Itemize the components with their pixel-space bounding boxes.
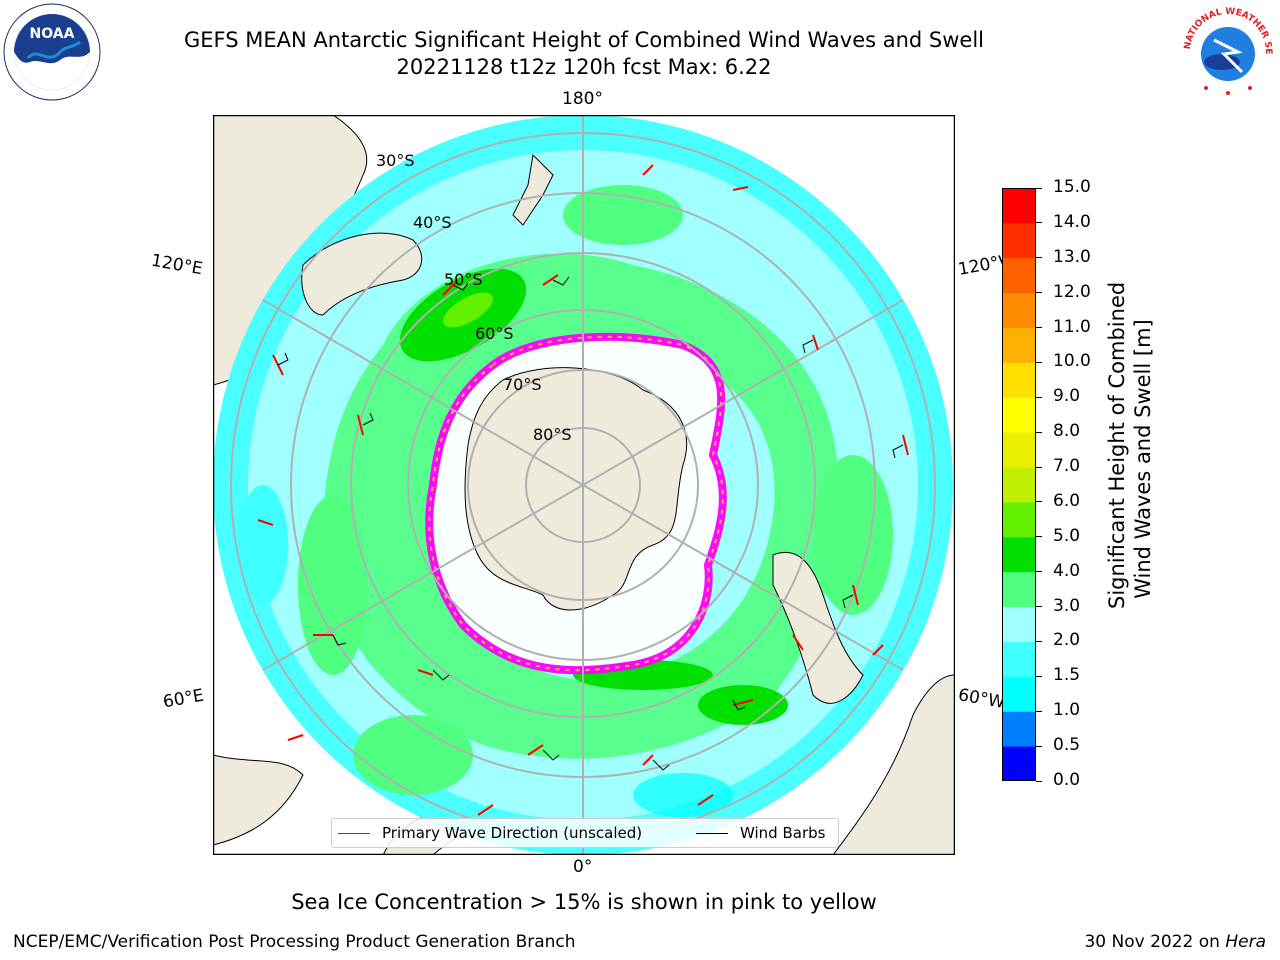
legend-label-wind-barbs: Wind Barbs xyxy=(740,824,826,842)
colorbar-tick-label: 5.0 xyxy=(1053,525,1081,546)
colorbar-tick-mark xyxy=(1036,431,1042,433)
colorbar-segment xyxy=(1002,606,1036,642)
map-legend: Primary Wave Direction (unscaled) Wind B… xyxy=(331,818,839,848)
colorbar-segment xyxy=(1002,257,1036,294)
colorbar-segment xyxy=(1002,536,1036,573)
legend-label-wave-direction: Primary Wave Direction (unscaled) xyxy=(382,824,643,842)
colorbar-title: Significant Height of Combined Wind Wave… xyxy=(1104,281,1156,609)
wind-barbs xyxy=(277,276,904,771)
legend-item-wind-barbs: Wind Barbs xyxy=(696,824,825,842)
lon-label-60w: 60°W xyxy=(956,685,1007,713)
colorbar-segment xyxy=(1002,362,1036,398)
graticule xyxy=(230,115,936,855)
noaa-logo: NOAA xyxy=(0,0,110,108)
lat-label-40s: 40°S xyxy=(413,213,452,232)
colorbar-tick-label: 10.0 xyxy=(1053,351,1091,372)
colorbar-tick-mark xyxy=(1036,536,1042,538)
colorbar-tick-mark xyxy=(1036,361,1042,363)
colorbar-tick-mark xyxy=(1036,292,1042,294)
colorbar-segment xyxy=(1002,397,1036,433)
colorbar-tick-mark xyxy=(1036,745,1042,747)
colorbar-segment xyxy=(1002,432,1036,468)
colorbar-tick-mark xyxy=(1036,327,1042,329)
credit-date: 30 Nov 2022 on Hera xyxy=(1084,932,1266,952)
colorbar-tick-label: 9.0 xyxy=(1053,386,1081,407)
colorbar-segment xyxy=(1002,711,1036,747)
legend-black-line xyxy=(696,832,728,834)
colorbar-tick-label: 0.0 xyxy=(1053,770,1081,790)
colorbar-tick-mark xyxy=(1036,222,1042,224)
colorbar-tick-label: 15.0 xyxy=(1053,177,1091,197)
colorbar-segment xyxy=(1002,571,1036,608)
colorbar-tick-mark xyxy=(1036,396,1042,398)
legend-red-line xyxy=(338,832,370,834)
credit-branch: NCEP/EMC/Verification Post Processing Pr… xyxy=(13,932,576,952)
credit-host: Hera xyxy=(1225,932,1266,952)
colorbar-segment xyxy=(1002,746,1036,781)
lat-label-30s: 30°S xyxy=(376,151,415,170)
lat-label-50s: 50°S xyxy=(444,270,483,289)
colorbar-tick-mark xyxy=(1036,675,1042,677)
colorbar-tick-mark xyxy=(1036,187,1042,189)
sea-ice-footnote: Sea Ice Concentration > 15% is shown in … xyxy=(291,890,877,914)
legend-item-wave-direction: Primary Wave Direction (unscaled) xyxy=(338,824,642,842)
colorbar-tick-label: 1.0 xyxy=(1053,700,1081,721)
colorbar-tick-mark xyxy=(1036,501,1042,503)
colorbar xyxy=(1002,188,1036,781)
colorbar-segment xyxy=(1002,327,1036,363)
lon-label-60e: 60°E xyxy=(161,685,206,713)
polar-map xyxy=(213,115,955,855)
colorbar-tick-label: 13.0 xyxy=(1053,246,1091,267)
lat-label-60s: 60°S xyxy=(475,324,514,343)
chart-subtitle: 20221128 t12z 120h fcst Max: 6.22 xyxy=(396,55,772,79)
colorbar-segment xyxy=(1002,501,1036,538)
lon-label-120e: 120°E xyxy=(149,250,205,280)
colorbar-tick-mark xyxy=(1036,257,1042,259)
colorbar-segment xyxy=(1002,641,1036,677)
lon-label-0: 0° xyxy=(573,857,593,877)
lon-label-180: 180° xyxy=(562,89,603,109)
colorbar-title-line1: Significant Height of Combined xyxy=(1105,281,1129,609)
colorbar-tick-label: 11.0 xyxy=(1053,316,1091,337)
noaa-logo-text: NOAA xyxy=(30,26,75,42)
colorbar-tick-label: 0.5 xyxy=(1053,735,1081,756)
colorbar-tick-mark xyxy=(1036,640,1042,642)
colorbar-title-line2: Wind Waves and Swell [m] xyxy=(1131,319,1155,599)
colorbar-tick-label: 6.0 xyxy=(1053,490,1081,511)
lat-label-70s: 70°S xyxy=(503,375,542,394)
colorbar-segment xyxy=(1002,676,1036,712)
australia xyxy=(301,232,423,316)
colorbar-tick-mark xyxy=(1036,606,1042,608)
colorbar-segment xyxy=(1002,188,1036,224)
wave-direction-arrows xyxy=(257,164,909,816)
chart-title: GEFS MEAN Antarctic Significant Height o… xyxy=(183,28,985,52)
colorbar-tick-mark xyxy=(1036,710,1042,712)
colorbar-tick-label: 8.0 xyxy=(1053,421,1081,442)
credit-date-text: 30 Nov 2022 on xyxy=(1084,932,1226,952)
colorbar-segment xyxy=(1002,222,1036,259)
colorbar-tick-label: 4.0 xyxy=(1053,560,1081,581)
colorbar-tick-label: 1.5 xyxy=(1053,665,1081,686)
colorbar-tick-label: 2.0 xyxy=(1053,630,1081,651)
colorbar-tick-mark xyxy=(1036,780,1042,782)
colorbar-tick-label: 12.0 xyxy=(1053,281,1091,302)
colorbar-tick-mark xyxy=(1036,571,1042,573)
colorbar-tick-label: 7.0 xyxy=(1053,456,1081,477)
colorbar-tick-label: 14.0 xyxy=(1053,211,1091,232)
new-zealand xyxy=(512,153,554,226)
nws-logo: NATIONAL WEATHER SERVICE xyxy=(1173,0,1280,104)
lat-label-80s: 80°S xyxy=(533,425,572,444)
colorbar-tick-mark xyxy=(1036,466,1042,468)
colorbar-segment xyxy=(1002,292,1036,329)
colorbar-segment xyxy=(1002,467,1036,503)
colorbar-tick-label: 3.0 xyxy=(1053,595,1081,616)
